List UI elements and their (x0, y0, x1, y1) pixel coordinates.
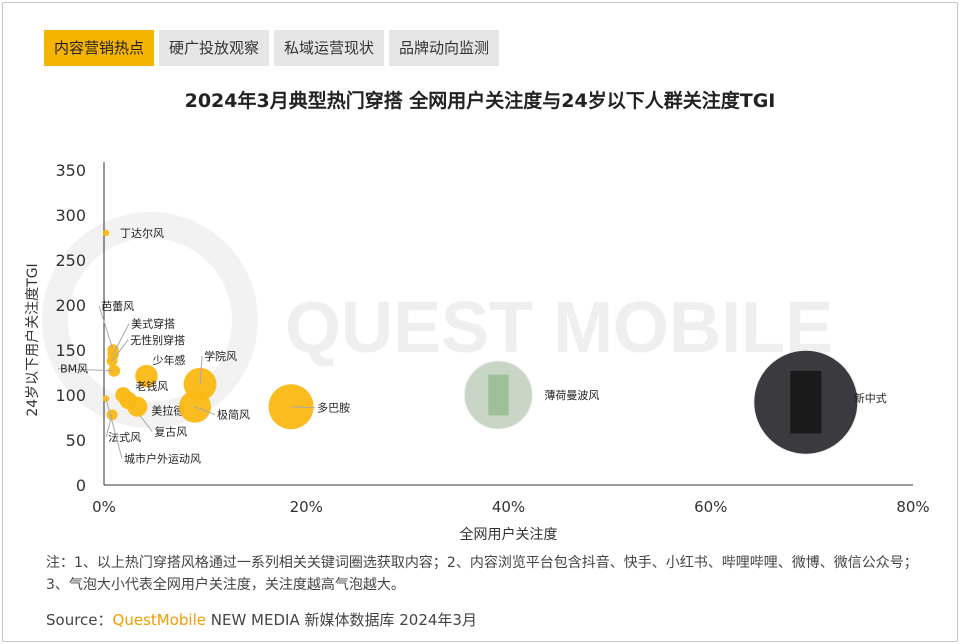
leader-line (98, 305, 114, 351)
leader-line (194, 406, 216, 416)
bubble-label: 法式风 (108, 430, 141, 444)
bubble-label: 复古风 (154, 424, 187, 438)
bubble-label: 丁达尔风 (120, 227, 164, 240)
brand-name: QuestMobile (112, 611, 206, 629)
photo-figure-icon (488, 374, 509, 416)
bubble-label: 美拉德 (151, 404, 184, 418)
bubble (127, 396, 148, 417)
tab-private-domain[interactable]: 私域运营现状 (274, 30, 385, 66)
x-tick-label: 20% (290, 498, 323, 516)
bubble-label: 无性别穿搭 (130, 333, 185, 347)
y-tick-label: 200 (55, 296, 86, 315)
source-rest: NEW MEDIA 新媒体数据库 2024年3月 (205, 611, 477, 629)
bubble-label: 美式穿搭 (131, 317, 175, 331)
y-tick-label: 50 (66, 431, 86, 450)
bubble-label: 薄荷曼波风 (544, 388, 599, 402)
y-axis-title: 24岁以下用户关注度TGI (24, 263, 41, 416)
watermark-logo-icon (42, 212, 258, 428)
y-tick-label: 300 (55, 206, 86, 225)
bubble-label: BM风 (60, 363, 88, 376)
bubble (102, 229, 110, 237)
chart-title: 2024年3月典型热门穿搭 全网用户关注度与24岁以下人群关注度TGI (184, 90, 776, 112)
bubble-label: 城市户外运动风 (124, 452, 201, 466)
leader-line (58, 368, 115, 372)
x-axis-title: 全网用户关注度 (460, 526, 558, 543)
watermark-text: QUEST MOBILE (285, 288, 833, 368)
bubble-label: 多巴胺 (317, 401, 350, 415)
tab-hard-ads[interactable]: 硬广投放观察 (159, 30, 270, 66)
bubble-label: 极简风 (217, 408, 250, 422)
leader-line (111, 339, 129, 362)
leader-line (112, 323, 130, 355)
y-tick-label: 350 (55, 161, 86, 180)
bubble-label: 少年感 (152, 353, 185, 367)
bubble-label: 新中式 (854, 391, 887, 405)
bubble-label: 芭蕾风 (101, 299, 134, 313)
footnote: 注：1、以上热门穿搭风格通过一系列相关关键词圈选获取内容；2、内容浏览平台包含抖… (46, 555, 918, 593)
source-line: Source：QuestMobile NEW MEDIA 新媒体数据库 2024… (46, 609, 477, 630)
tab-bar: 内容营销热点 硬广投放观察 私域运营现状 品牌动向监测 (44, 30, 500, 66)
leader-line (291, 406, 316, 409)
photo-figure-icon (790, 371, 822, 434)
leader-line (105, 398, 123, 459)
tab-brand-trends[interactable]: 品牌动向监测 (389, 30, 500, 66)
x-tick-label: 40% (492, 498, 525, 516)
bubble (135, 364, 158, 388)
source-prefix: Source： (46, 611, 113, 629)
x-tick-label: 80% (896, 498, 929, 516)
y-tick-label: 100 (55, 386, 86, 405)
x-tick-label: 60% (694, 498, 727, 516)
tab-content-marketing[interactable]: 内容营销热点 (44, 30, 155, 66)
y-tick-label: 0 (76, 476, 86, 495)
y-tick-label: 150 (55, 341, 86, 360)
leader-line (199, 356, 203, 385)
bubble-label: 学院风 (204, 349, 237, 363)
y-tick-label: 250 (55, 251, 86, 270)
bubble-label: 老钱风 (135, 379, 168, 393)
x-tick-label: 0% (92, 498, 116, 516)
